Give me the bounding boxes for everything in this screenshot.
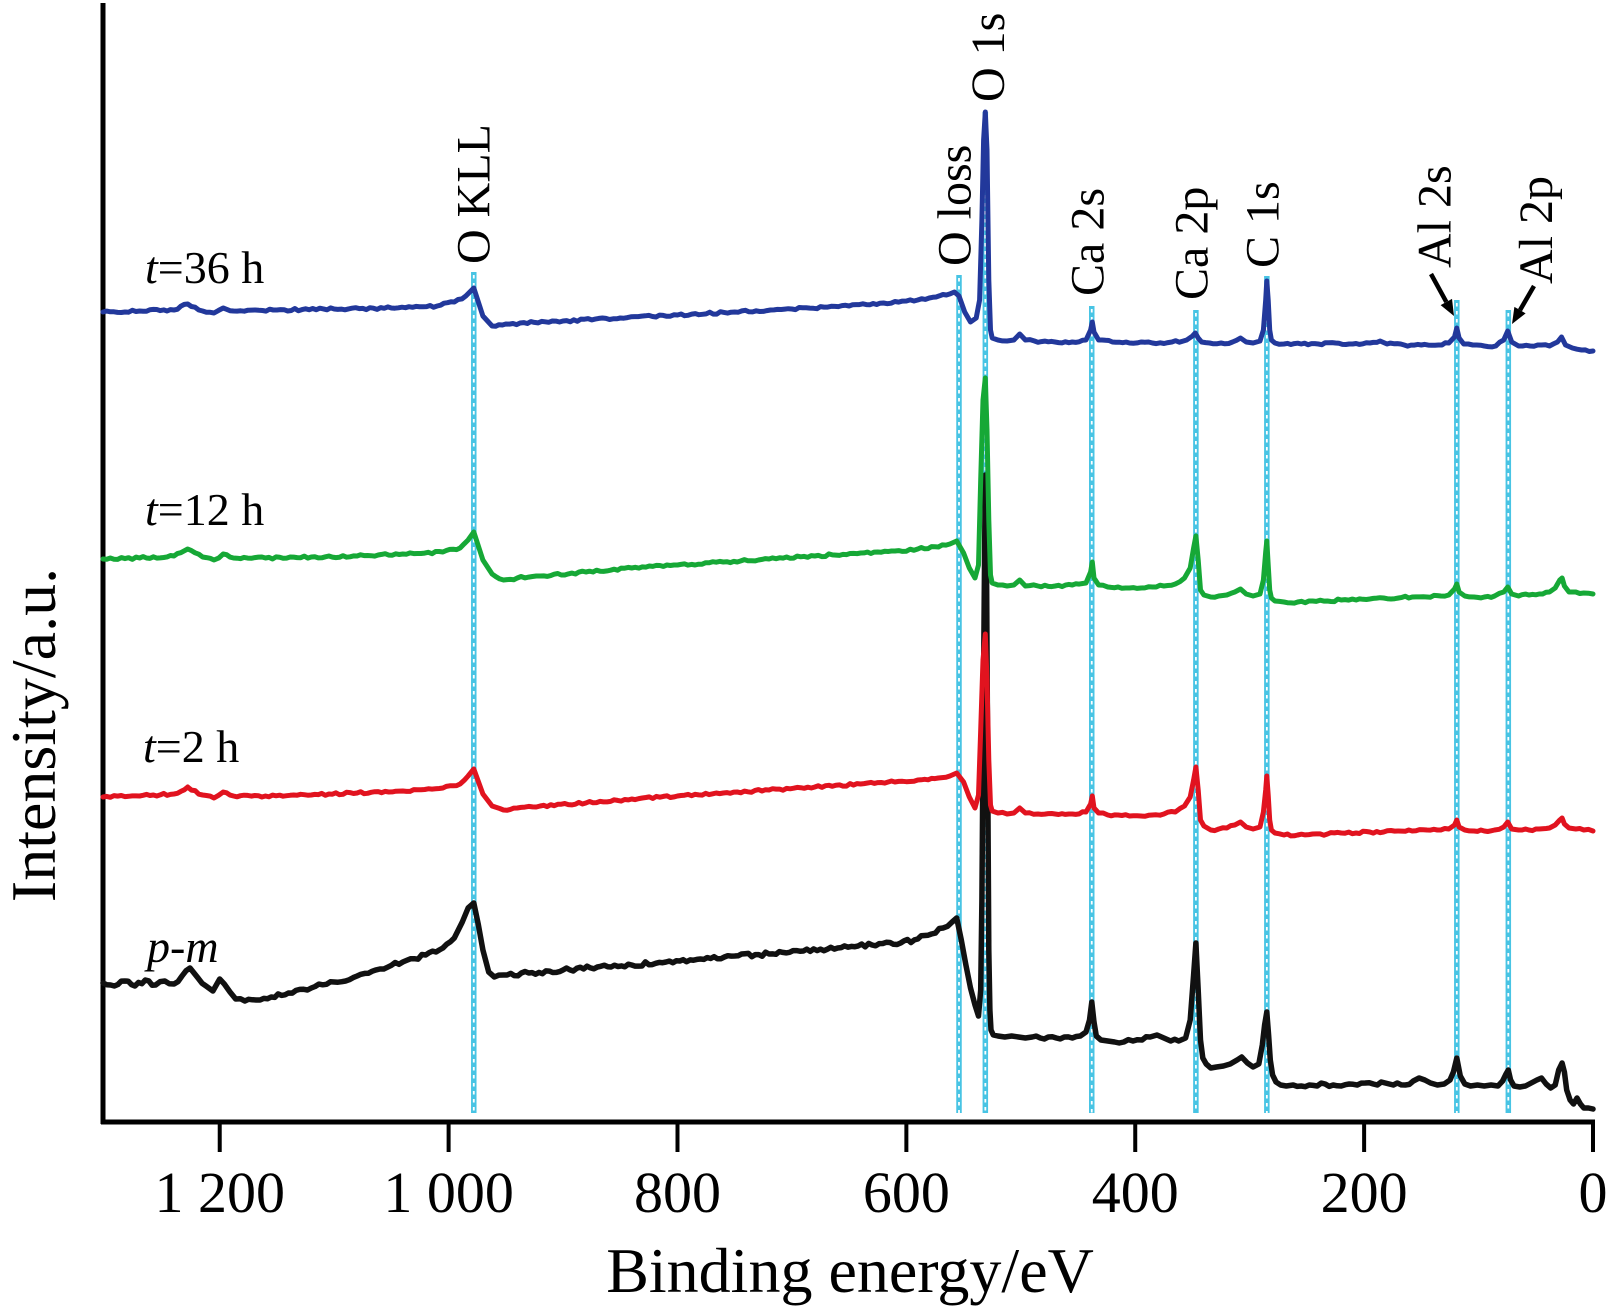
peak-label-o-kll: O KLL xyxy=(447,124,500,264)
x-tick-label-0: 0 xyxy=(1579,1160,1606,1225)
peak-labels: O KLL O loss O 1s Ca 2s Ca 2p C 1s Al 2s Al 2p xyxy=(447,13,1563,324)
peak-arrow-line-al-2s xyxy=(1429,272,1449,304)
x-tick-label-400: 400 xyxy=(1092,1160,1179,1225)
peak-label-ca-2p: Ca 2p xyxy=(1165,187,1218,300)
peak-label-c-1s: C 1s xyxy=(1236,181,1289,268)
curve-t-36h xyxy=(100,109,1596,354)
curve-t-2h xyxy=(100,631,1596,839)
peak-label-al-2p: Al 2p xyxy=(1510,176,1563,284)
peak-label-o-1s: O 1s xyxy=(962,13,1015,102)
curve-label-t-36h: t=36 h xyxy=(145,242,264,293)
x-tick-label-1200: 1 200 xyxy=(154,1160,285,1225)
curve-p-m xyxy=(100,472,1596,1112)
peak-arrow-line-al-2p xyxy=(1518,284,1536,312)
peak-label-ca-2s: Ca 2s xyxy=(1061,188,1114,296)
peak-arrow-head-al-2s xyxy=(1440,298,1454,316)
y-axis-title: Intensity/a.u. xyxy=(0,568,69,902)
axes: 1 200 1 000 800 600 400 200 0 Binding energy/eV… xyxy=(0,3,1606,1306)
x-axis-title: Binding energy/eV xyxy=(606,1235,1094,1306)
x-tick-label-600: 600 xyxy=(863,1160,950,1225)
curve-label-p-m: p-m xyxy=(144,921,219,972)
x-tick-label-800: 800 xyxy=(634,1160,721,1225)
curve-t-12h xyxy=(100,375,1596,606)
x-tick-label-1000: 1 000 xyxy=(383,1160,514,1225)
curve-label-t-12h: t=12 h xyxy=(145,484,264,535)
curve-label-t-2h: t=2 h xyxy=(143,721,239,772)
peak-arrow-head-al-2p xyxy=(1512,306,1526,324)
peak-label-o-loss: O loss xyxy=(929,145,982,266)
curve-labels: p-m t=2 h t=12 h t=36 h xyxy=(143,242,264,972)
x-tick-label-200: 200 xyxy=(1321,1160,1408,1225)
spectra-curves xyxy=(100,109,1596,1112)
peak-label-al-2s: Al 2s xyxy=(1408,165,1461,268)
